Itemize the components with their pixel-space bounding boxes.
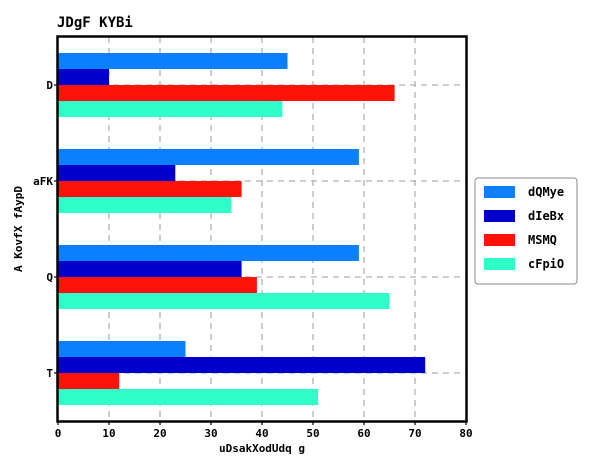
- x-axis-ticks: 0 10 20 30 40 50 60 70 80: [55, 421, 473, 440]
- x-axis-label: uDsakXodUdq g: [219, 442, 305, 455]
- x-tick-label: 50: [306, 427, 319, 440]
- bars: [58, 53, 426, 405]
- x-tick-label: 30: [204, 427, 217, 440]
- bar-cFpiO-D: [58, 101, 283, 117]
- y-tick-label: aFK: [33, 175, 53, 188]
- bar-cFpiO-Q: [58, 293, 390, 309]
- legend-label: MSMQ: [528, 233, 557, 247]
- bar-MSMQ-T: [58, 373, 120, 389]
- legend-label: cFpiO: [528, 257, 564, 271]
- bar-MSMQ-aFK: [58, 181, 242, 197]
- legend-label: dQMye: [528, 185, 564, 199]
- x-tick-label: 40: [255, 427, 268, 440]
- bar-MSMQ-Q: [58, 277, 257, 293]
- bar-dQMye-D: [58, 53, 288, 69]
- x-tick-label: 70: [408, 427, 421, 440]
- legend-swatch: [484, 210, 515, 222]
- bar-dIeBx-aFK: [58, 165, 176, 181]
- legend-swatch: [484, 234, 515, 246]
- bar-MSMQ-D: [58, 85, 395, 101]
- bar-cFpiO-aFK: [58, 197, 232, 213]
- legend-box: [474, 177, 578, 285]
- legend-swatch: [484, 186, 515, 198]
- x-tick-label: 20: [153, 427, 166, 440]
- bar-dQMye-aFK: [58, 149, 359, 165]
- y-tick-label: D: [46, 79, 53, 92]
- bar-dQMye-T: [58, 341, 186, 357]
- x-tick-label: 10: [102, 427, 115, 440]
- legend-label: dIeBx: [528, 209, 564, 223]
- y-axis-label: A KovfX fAypD: [12, 186, 25, 272]
- y-tick-label: T: [46, 367, 53, 380]
- bar-dIeBx-T: [58, 357, 426, 373]
- x-tick-label: 60: [357, 427, 370, 440]
- legend: dQMye dIeBx MSMQ cFpiO: [474, 177, 578, 285]
- bar-dQMye-Q: [58, 245, 359, 261]
- y-tick-label: Q: [46, 271, 53, 284]
- chart-title: JDgF KYBi: [57, 15, 133, 31]
- bar-dIeBx-Q: [58, 261, 242, 277]
- legend-swatch: [484, 258, 515, 270]
- x-tick-label: 80: [459, 427, 472, 440]
- bar-dIeBx-D: [58, 69, 109, 85]
- bar-cFpiO-T: [58, 389, 319, 405]
- x-tick-label: 0: [55, 427, 62, 440]
